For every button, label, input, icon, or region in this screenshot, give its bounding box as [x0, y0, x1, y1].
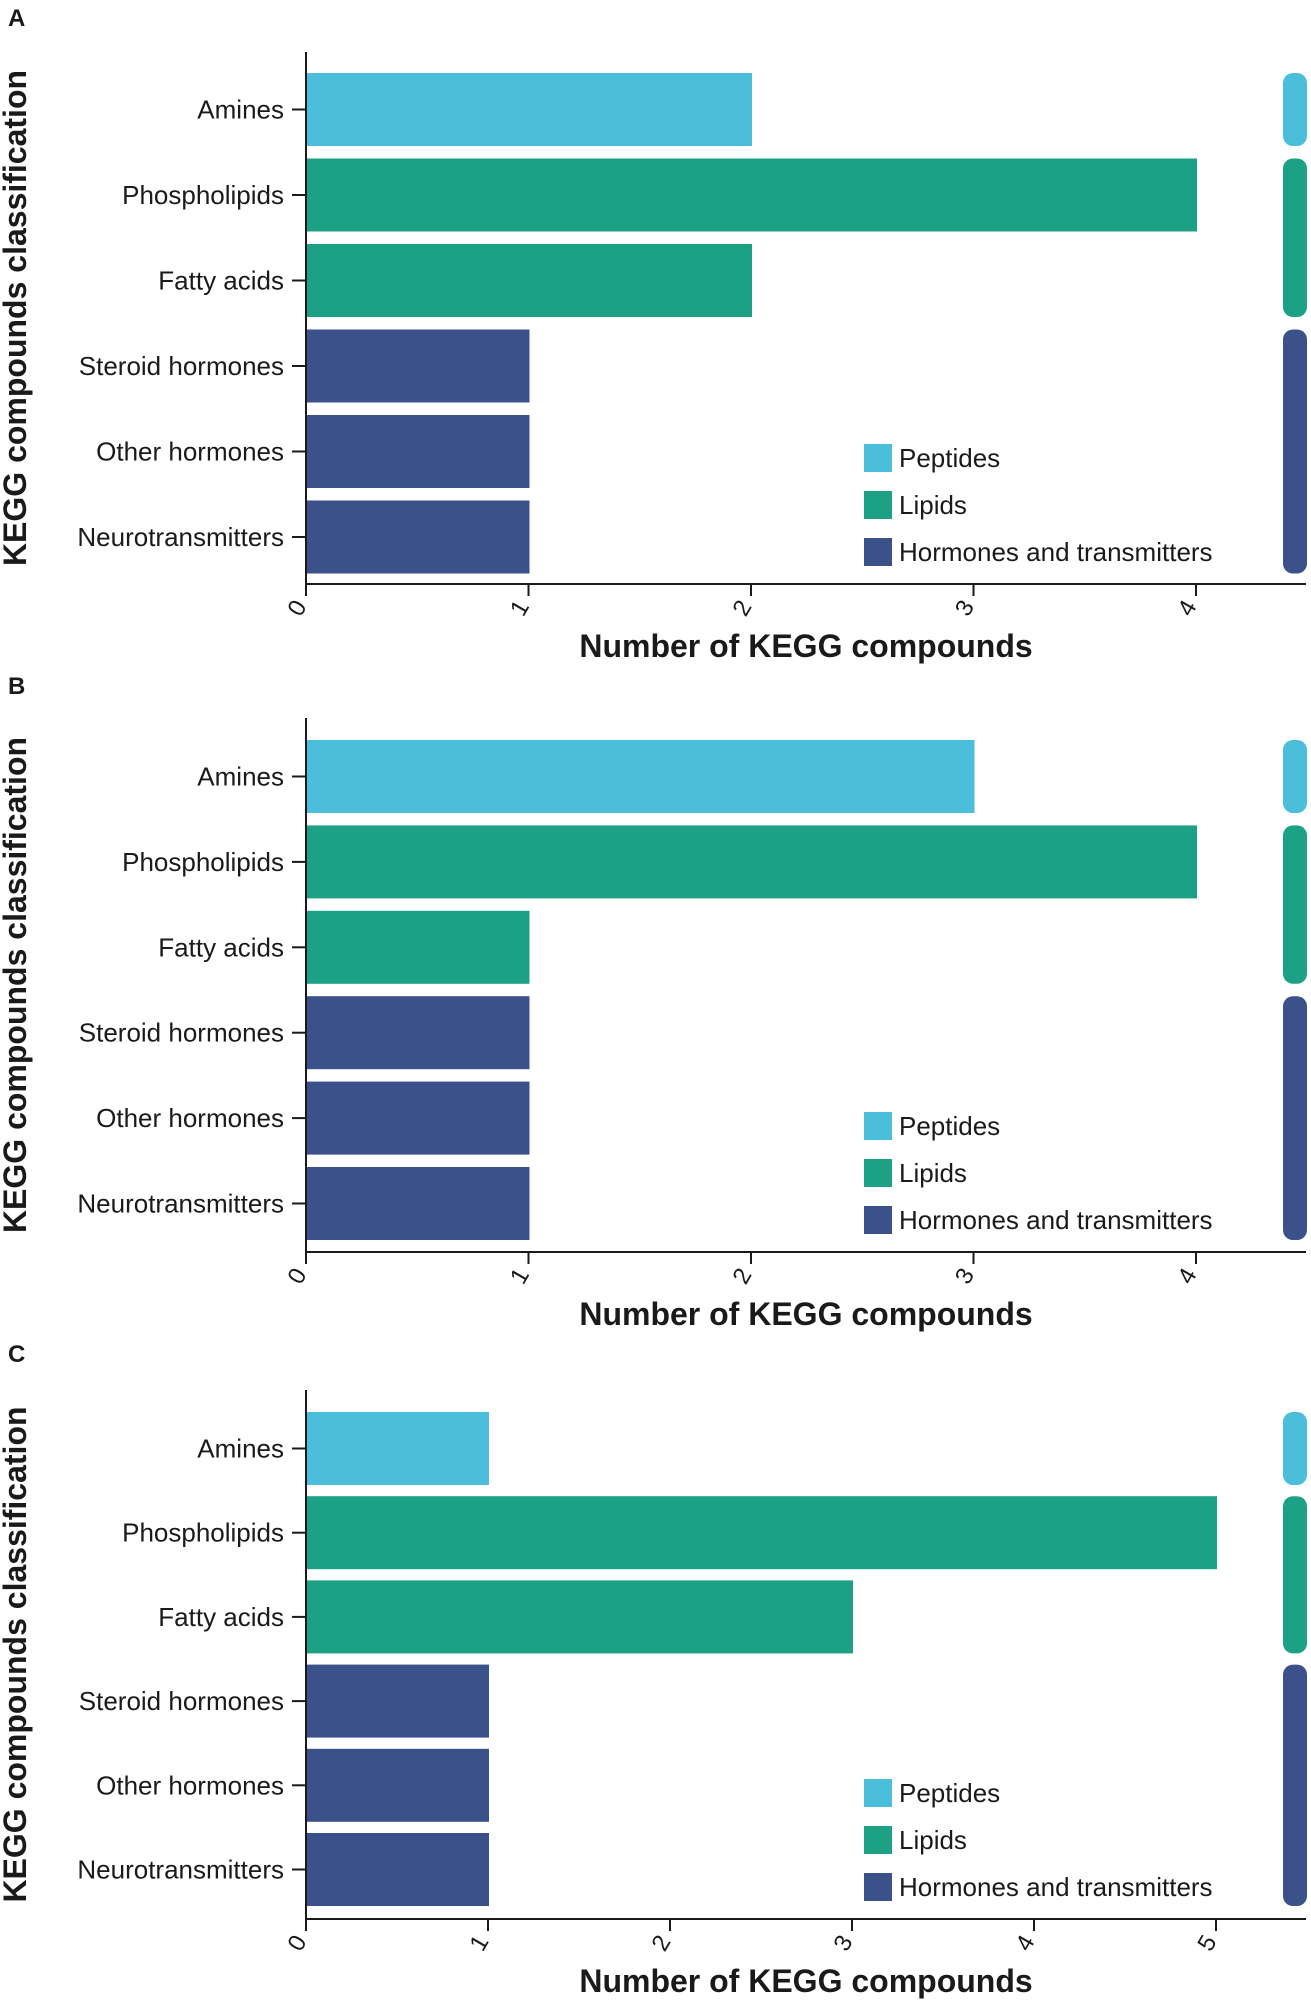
legend-label: Lipids	[899, 490, 967, 520]
group-indicator-peptides	[1283, 740, 1307, 813]
category-label: Phospholipids	[122, 1518, 284, 1548]
x-axis-title: Number of KEGG compounds	[579, 1963, 1032, 1999]
category-label: Other hormones	[96, 1103, 284, 1133]
x-tick-label: 1	[464, 1931, 494, 1956]
x-tick-label: 2	[646, 1931, 676, 1956]
y-axis-title: KEGG compounds classification	[0, 737, 33, 1233]
category-label: Steroid hormones	[79, 351, 284, 381]
legend-label: Lipids	[899, 1825, 967, 1855]
x-tick-label: 4	[1172, 596, 1202, 621]
bar-amines	[307, 1412, 489, 1485]
legend-swatch-hormones-and-transmitters	[864, 1206, 892, 1234]
panel-letter: A	[8, 5, 25, 32]
x-axis-title: Number of KEGG compounds	[579, 628, 1032, 664]
category-label: Fatty acids	[158, 1602, 284, 1632]
legend-label: Peptides	[899, 443, 1000, 473]
group-indicator-hormones-and-transmitters	[1283, 996, 1307, 1240]
bar-neurotransmitters	[307, 1833, 489, 1906]
category-label: Steroid hormones	[79, 1686, 284, 1716]
bar-neurotransmitters	[307, 500, 530, 574]
category-label: Neurotransmitters	[77, 522, 284, 552]
category-label: Neurotransmitters	[77, 1189, 284, 1219]
legend-swatch-hormones-and-transmitters	[864, 538, 892, 566]
bar-fatty-acids	[307, 910, 530, 984]
category-label: Amines	[197, 95, 284, 125]
category-label: Neurotransmitters	[77, 1855, 284, 1885]
y-axis-title: KEGG compounds classification	[0, 70, 33, 566]
x-tick-label: 1	[505, 1264, 535, 1289]
category-label: Amines	[197, 1434, 284, 1464]
x-tick-label: 3	[950, 1264, 980, 1289]
legend-label: Hormones and transmitters	[899, 537, 1213, 567]
bar-amines	[307, 740, 975, 813]
bar-other-hormones	[307, 415, 530, 488]
x-tick-label: 2	[727, 1264, 757, 1289]
category-label: Phospholipids	[122, 180, 284, 210]
category-label: Steroid hormones	[79, 1018, 284, 1048]
legend-swatch-peptides	[864, 1112, 892, 1140]
legend-swatch-lipids	[864, 1826, 892, 1854]
legend-label: Peptides	[899, 1111, 1000, 1141]
group-indicator-hormones-and-transmitters	[1283, 1664, 1307, 1906]
panel-letter: C	[8, 1341, 25, 1368]
bar-phospholipids	[307, 158, 1197, 232]
legend-swatch-peptides	[864, 444, 892, 472]
legend-swatch-peptides	[864, 1779, 892, 1807]
y-axis-title: KEGG compounds classification	[0, 1406, 33, 1902]
legend-swatch-lipids	[864, 1159, 892, 1187]
bar-steroid-hormones	[307, 996, 530, 1070]
legend-swatch-hormones-and-transmitters	[864, 1873, 892, 1901]
category-label: Phospholipids	[122, 847, 284, 877]
group-indicator-lipids	[1283, 825, 1307, 984]
bar-fatty-acids	[307, 244, 752, 317]
bar-phospholipids	[307, 825, 1197, 899]
x-tick-label: 1	[505, 596, 535, 621]
legend-label: Peptides	[899, 1778, 1000, 1808]
bar-steroid-hormones	[307, 1664, 489, 1738]
bar-other-hormones	[307, 1081, 530, 1155]
legend-label: Hormones and transmitters	[899, 1205, 1213, 1235]
group-indicator-peptides	[1283, 73, 1307, 146]
panel-letter: B	[8, 673, 25, 700]
category-label: Fatty acids	[158, 932, 284, 962]
x-tick-label: 4	[1172, 1264, 1202, 1289]
bar-other-hormones	[307, 1748, 489, 1822]
x-tick-label: 3	[950, 596, 980, 621]
x-tick-label: 0	[282, 596, 312, 621]
x-tick-label: 3	[828, 1931, 858, 1956]
x-tick-label: 4	[1010, 1931, 1040, 1956]
bar-neurotransmitters	[307, 1167, 530, 1240]
group-indicator-peptides	[1283, 1412, 1307, 1485]
legend-swatch-lipids	[864, 491, 892, 519]
group-indicator-lipids	[1283, 1496, 1307, 1654]
x-axis-title: Number of KEGG compounds	[579, 1296, 1032, 1332]
bar-steroid-hormones	[307, 329, 530, 403]
group-indicator-lipids	[1283, 158, 1307, 317]
category-label: Other hormones	[96, 1770, 284, 1800]
bar-amines	[307, 73, 752, 146]
x-tick-label: 5	[1192, 1931, 1222, 1956]
legend-label: Hormones and transmitters	[899, 1872, 1213, 1902]
bar-fatty-acids	[307, 1580, 853, 1654]
category-label: Fatty acids	[158, 266, 284, 296]
x-tick-label: 2	[727, 596, 757, 621]
x-tick-label: 0	[282, 1931, 312, 1956]
category-label: Amines	[197, 762, 284, 792]
x-tick-label: 0	[282, 1264, 312, 1289]
legend-label: Lipids	[899, 1158, 967, 1188]
bar-phospholipids	[307, 1496, 1217, 1570]
category-label: Other hormones	[96, 437, 284, 467]
group-indicator-hormones-and-transmitters	[1283, 329, 1307, 574]
